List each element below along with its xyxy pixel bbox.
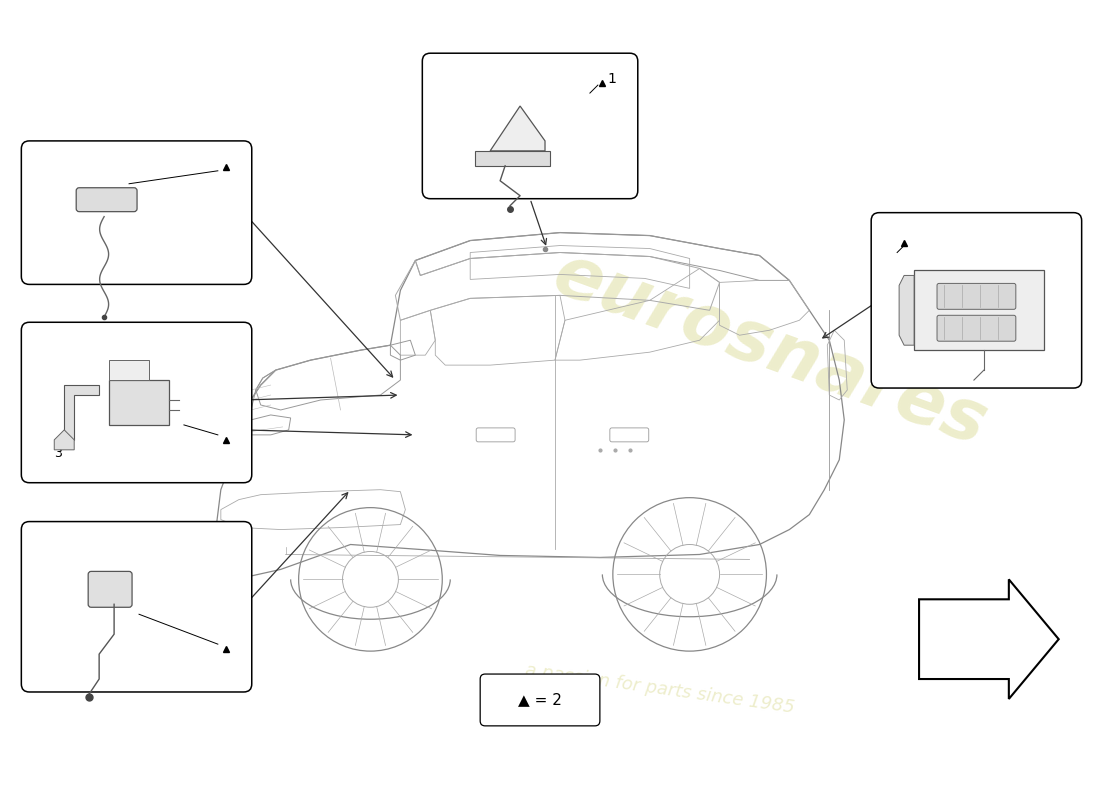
Polygon shape [475, 151, 550, 166]
Text: 3: 3 [54, 447, 62, 460]
Polygon shape [64, 385, 99, 440]
Polygon shape [109, 360, 148, 380]
FancyBboxPatch shape [871, 213, 1081, 388]
Polygon shape [109, 380, 169, 425]
Text: eurosnares: eurosnares [543, 240, 996, 461]
Polygon shape [899, 275, 914, 345]
FancyBboxPatch shape [76, 188, 138, 212]
Polygon shape [491, 106, 544, 151]
Text: a passion for parts since 1985: a passion for parts since 1985 [524, 661, 795, 717]
FancyBboxPatch shape [88, 571, 132, 607]
FancyBboxPatch shape [21, 522, 252, 692]
Polygon shape [914, 270, 1044, 350]
Polygon shape [920, 579, 1058, 699]
FancyBboxPatch shape [481, 674, 600, 726]
Text: ▲ = 2: ▲ = 2 [518, 693, 562, 707]
FancyBboxPatch shape [422, 54, 638, 198]
FancyBboxPatch shape [937, 315, 1015, 342]
Text: 1: 1 [607, 72, 616, 86]
FancyBboxPatch shape [937, 283, 1015, 310]
FancyBboxPatch shape [21, 141, 252, 285]
FancyBboxPatch shape [21, 322, 252, 482]
Polygon shape [54, 430, 74, 450]
